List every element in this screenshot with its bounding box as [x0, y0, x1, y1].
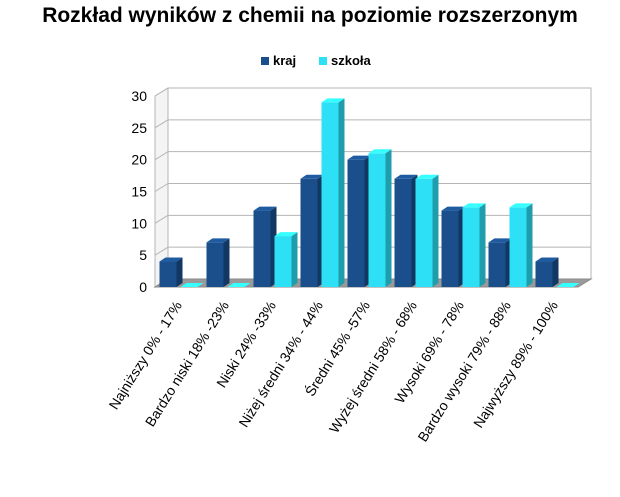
bar-side	[432, 174, 439, 287]
bar-front	[462, 207, 480, 287]
legend-item: szkoła	[319, 53, 372, 68]
bar-top	[321, 98, 345, 103]
bar-top	[347, 155, 371, 160]
bar	[347, 155, 371, 287]
bar	[321, 98, 345, 287]
bar-front	[509, 207, 527, 287]
legend-swatch	[261, 57, 269, 65]
legend-label: kraj	[273, 53, 296, 68]
bar	[368, 149, 392, 287]
bar	[253, 206, 277, 287]
bar	[394, 174, 418, 287]
bar-front	[415, 178, 433, 287]
y-tick-label: 15	[131, 184, 147, 200]
bar-top	[300, 174, 324, 179]
grid-line-side	[154, 151, 169, 161]
grid-line-side	[154, 214, 169, 224]
grid-line-side	[154, 246, 169, 256]
bar-side	[176, 257, 183, 287]
chart-title: Rozkład wyników z chemii na poziomie roz…	[42, 4, 578, 27]
bar-front	[300, 178, 318, 287]
bar-side	[223, 238, 230, 287]
bar-front	[394, 178, 412, 287]
bar-side	[291, 232, 298, 287]
x-category-label: Najwyższy 89% - 100%	[470, 298, 561, 431]
bar	[415, 174, 439, 287]
bar	[535, 257, 559, 287]
x-category-label: Bardzo niski 18% -23%	[142, 298, 232, 429]
bar-front	[274, 236, 292, 287]
bar-top	[368, 149, 392, 154]
bar-front	[441, 210, 459, 287]
x-category-label: Wyżej średni 58% - 68%	[326, 298, 420, 436]
bar-top	[159, 257, 183, 262]
bar-front	[347, 159, 365, 287]
grid-line-side	[154, 119, 169, 129]
bar-top	[462, 203, 486, 208]
bar	[462, 203, 486, 287]
y-tick-label: 25	[131, 120, 147, 136]
x-category-label: Niżej średni 34% - 44%	[235, 298, 326, 430]
bar-side	[385, 149, 392, 287]
y-tick-label: 20	[131, 152, 147, 168]
bar	[488, 238, 512, 287]
bar-top	[253, 206, 277, 211]
x-axis-labels: Najniższy 0% - 17%Bardzo niski 18% -23%N…	[106, 298, 562, 445]
bar-side	[338, 98, 345, 287]
bar	[227, 283, 251, 287]
bar	[159, 257, 183, 287]
bar-side	[479, 203, 486, 287]
bar-front	[206, 242, 224, 287]
bar-top	[227, 283, 251, 287]
legend-item: kraj	[261, 53, 296, 68]
y-axis-ticks: 0 5 10 15 20 25 30	[131, 88, 147, 295]
y-tick-label: 30	[131, 88, 147, 104]
bar-front	[159, 261, 177, 287]
bar-front	[253, 210, 271, 287]
bar-front	[535, 261, 553, 287]
bar	[180, 283, 204, 287]
bar-top	[535, 257, 559, 262]
bar-top	[274, 232, 298, 237]
bar-top	[415, 174, 439, 179]
bar	[556, 283, 580, 287]
bar-side	[526, 203, 533, 287]
bar-top	[394, 174, 418, 179]
bar-top	[206, 238, 230, 243]
bar-front	[321, 102, 339, 287]
legend: kraj szkoła	[261, 53, 372, 68]
legend-label: szkoła	[331, 53, 372, 68]
y-tick-label: 0	[139, 279, 147, 295]
y-tick-label: 5	[139, 247, 147, 263]
grid-line-side	[154, 183, 169, 192]
bar-top	[488, 238, 512, 243]
bar	[300, 174, 324, 287]
bar	[206, 238, 230, 287]
x-category-label: Bardzo wysoki 79% - 88%	[414, 298, 514, 444]
grid-line-side	[154, 87, 169, 97]
bar-top	[441, 206, 465, 211]
bar	[509, 203, 533, 287]
bar-front	[368, 153, 386, 287]
legend-swatch	[319, 57, 327, 65]
y-tick-label: 10	[131, 215, 147, 231]
bar	[441, 206, 465, 287]
bar-top	[509, 203, 533, 208]
bars	[159, 98, 580, 287]
bar-top	[556, 283, 580, 287]
bar-front	[488, 242, 506, 287]
bar-side	[552, 257, 559, 287]
bar	[274, 232, 298, 287]
bar-top	[180, 283, 204, 287]
